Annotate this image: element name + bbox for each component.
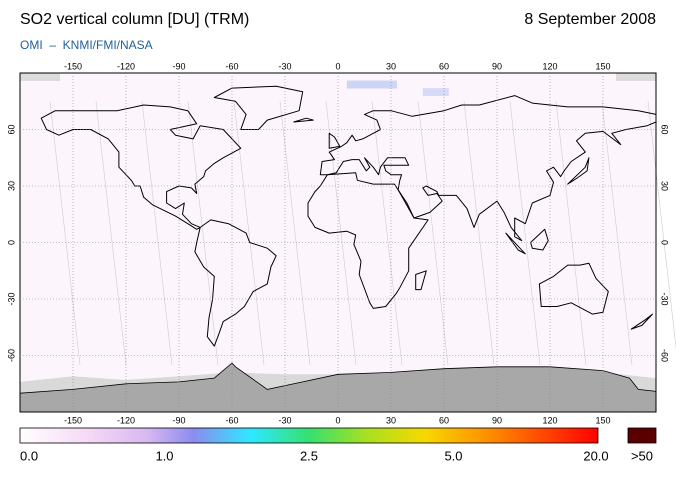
coastline bbox=[40, 104, 242, 230]
colorbar-overflow bbox=[627, 427, 657, 444]
lat-tick-label: 30 bbox=[6, 181, 16, 191]
orbit-swath bbox=[417, 101, 449, 365]
coastline bbox=[213, 85, 304, 130]
colorbar bbox=[19, 427, 599, 444]
lon-tick-label: -60 bbox=[225, 61, 238, 71]
coastline bbox=[530, 228, 549, 251]
overflow-label: >50 bbox=[631, 448, 653, 463]
lat-tick-label: -60 bbox=[6, 349, 16, 362]
orbit-swath bbox=[233, 101, 265, 365]
lat-tick-label: -30 bbox=[6, 292, 16, 305]
colorbar-label: 20.0 bbox=[583, 448, 608, 463]
colorbar-label: 0.0 bbox=[20, 448, 38, 463]
lon-tick-label: -150 bbox=[64, 415, 82, 425]
antarctica bbox=[19, 362, 657, 413]
so2-patch bbox=[422, 88, 449, 97]
orbit-swath bbox=[95, 101, 127, 365]
coastline bbox=[567, 157, 590, 185]
lat-tick-label: -30 bbox=[660, 292, 670, 305]
lon-tick-label: -30 bbox=[278, 415, 291, 425]
lon-tick-label: -90 bbox=[172, 61, 185, 71]
lon-tick-label: -150 bbox=[64, 61, 82, 71]
lon-tick-label: 150 bbox=[595, 61, 610, 71]
orbit-swath bbox=[555, 101, 587, 365]
lon-tick-label: -120 bbox=[117, 415, 135, 425]
source: OMI – KNMI/FMI/NASA bbox=[20, 38, 153, 52]
coastline bbox=[293, 117, 314, 123]
orbit-swath bbox=[463, 101, 495, 365]
date: 8 September 2008 bbox=[524, 11, 656, 28]
lon-tick-label: -60 bbox=[225, 415, 238, 425]
lon-tick-label: 120 bbox=[542, 415, 557, 425]
orbit-swath bbox=[371, 101, 403, 365]
lat-tick-label: 0 bbox=[6, 240, 16, 245]
colorbar-label: 1.0 bbox=[155, 448, 173, 463]
orbit-swath bbox=[325, 101, 357, 365]
lat-tick-label: 60 bbox=[660, 124, 670, 134]
coastline bbox=[630, 313, 653, 330]
lon-tick-label: 30 bbox=[386, 61, 396, 71]
lon-tick-label: -90 bbox=[172, 415, 185, 425]
lon-tick-label: 0 bbox=[335, 415, 340, 425]
coastline bbox=[505, 232, 526, 255]
coastline bbox=[194, 219, 277, 347]
lon-tick-label: 90 bbox=[492, 415, 502, 425]
coastline bbox=[319, 95, 657, 242]
coastline bbox=[538, 262, 609, 315]
lon-tick-label: 120 bbox=[542, 61, 557, 71]
so2-patch bbox=[346, 80, 397, 89]
orbit-swath bbox=[647, 101, 676, 350]
lon-tick-label: -30 bbox=[278, 61, 291, 71]
orbit-swath bbox=[141, 101, 173, 365]
colorbar-label: 5.0 bbox=[444, 448, 462, 463]
lon-tick-label: 90 bbox=[492, 61, 502, 71]
coastline bbox=[415, 270, 427, 291]
lon-tick-label: 0 bbox=[335, 61, 340, 71]
lat-tick-label: -60 bbox=[660, 349, 670, 362]
lat-tick-label: 0 bbox=[660, 240, 670, 245]
orbit-swath bbox=[49, 101, 81, 365]
title: SO2 vertical column [DU] (TRM) bbox=[20, 11, 249, 28]
lon-tick-label: 150 bbox=[595, 415, 610, 425]
orbit-swath bbox=[509, 101, 541, 365]
arctic-gray bbox=[616, 73, 656, 81]
lon-tick-label: 30 bbox=[386, 415, 396, 425]
lat-tick-label: 30 bbox=[660, 181, 670, 191]
orbit-swath bbox=[187, 101, 219, 365]
lon-tick-label: -120 bbox=[117, 61, 135, 71]
lon-tick-label: 60 bbox=[439, 415, 449, 425]
orbit-swath bbox=[601, 101, 633, 365]
coastline bbox=[328, 132, 341, 149]
arctic-gray bbox=[20, 73, 60, 81]
lon-tick-label: 60 bbox=[439, 61, 449, 71]
colorbar-label: 2.5 bbox=[300, 448, 318, 463]
lat-tick-label: 60 bbox=[6, 124, 16, 134]
